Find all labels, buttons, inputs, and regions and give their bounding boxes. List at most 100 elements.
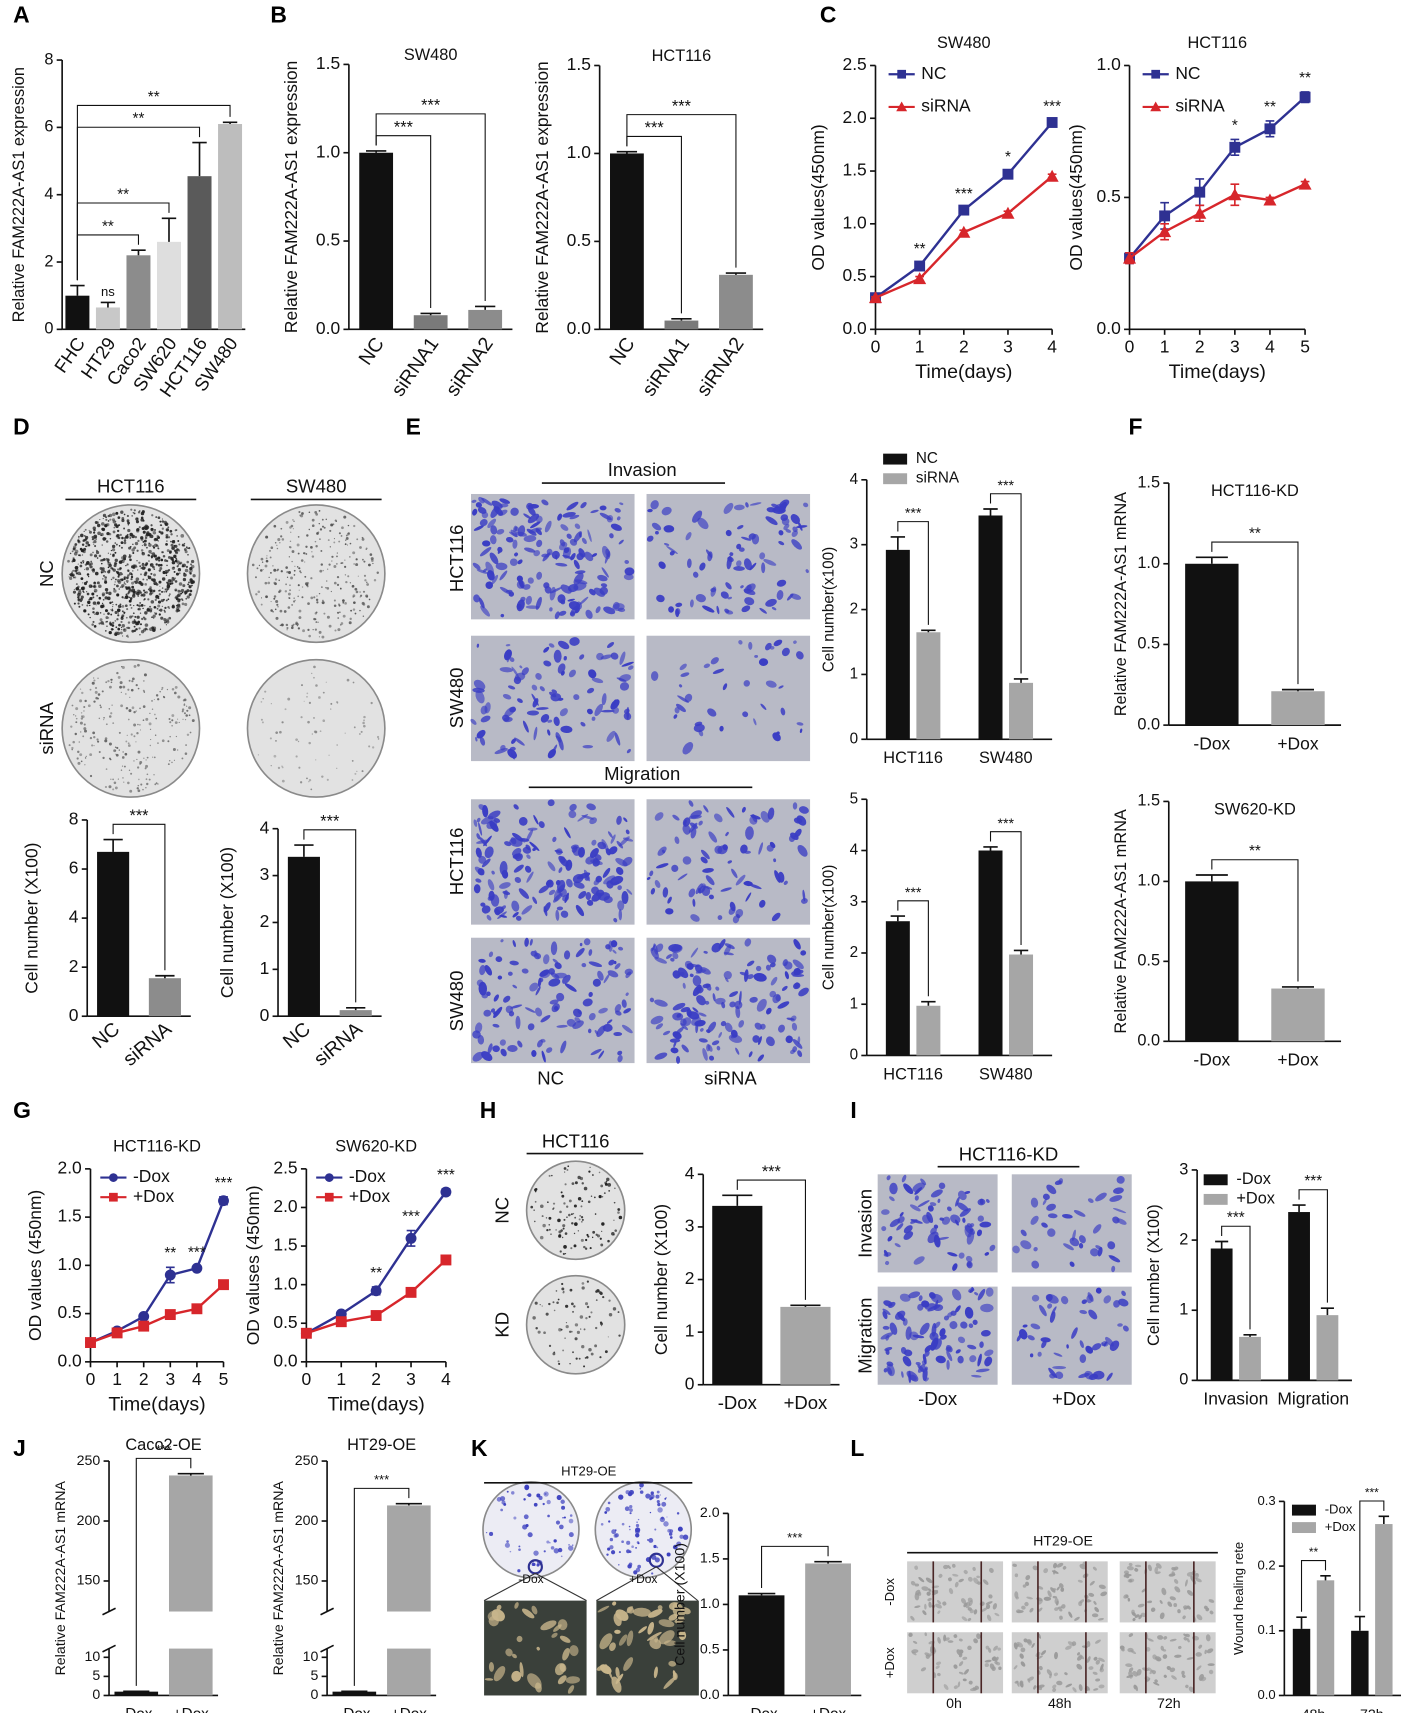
bar — [916, 1005, 941, 1056]
texture — [919, 1322, 930, 1335]
texture — [552, 836, 557, 843]
texture — [306, 692, 309, 695]
texture — [544, 520, 552, 533]
texture — [133, 580, 136, 583]
texture — [676, 703, 686, 713]
texture — [972, 1566, 976, 1571]
y-tick-label: 0 — [310, 1687, 318, 1703]
texture — [492, 1045, 500, 1053]
texture — [682, 817, 691, 827]
texture — [1088, 1592, 1095, 1597]
texture — [333, 538, 335, 540]
texture — [636, 1531, 638, 1533]
marker — [111, 1327, 123, 1339]
y-tick-label: 150 — [295, 1573, 319, 1589]
texture — [595, 1233, 598, 1236]
texture — [106, 596, 111, 601]
micrograph — [1011, 1174, 1132, 1273]
texture — [608, 1313, 613, 1317]
texture — [626, 1540, 631, 1545]
texture — [979, 1221, 992, 1228]
texture — [543, 660, 552, 667]
texture — [626, 748, 631, 754]
texture — [487, 1043, 493, 1054]
texture — [515, 915, 522, 921]
texture — [946, 1359, 950, 1370]
texture — [993, 1656, 998, 1662]
texture — [158, 597, 160, 600]
texture — [654, 1528, 657, 1531]
texture — [268, 576, 270, 578]
error-bar — [1243, 1333, 1257, 1337]
texture — [75, 707, 79, 711]
texture — [1185, 1684, 1189, 1689]
texture — [661, 1501, 667, 1507]
texture — [675, 602, 683, 608]
texture — [1047, 1213, 1058, 1219]
texture — [1074, 1616, 1080, 1621]
significance-label: *** — [905, 885, 922, 901]
texture — [591, 839, 597, 846]
texture — [1154, 1566, 1159, 1574]
significance-label: ** — [117, 186, 129, 203]
texture — [108, 591, 112, 596]
texture — [509, 657, 515, 662]
texture — [124, 752, 128, 756]
texture — [71, 560, 74, 563]
texture — [181, 544, 184, 547]
texture — [682, 742, 694, 755]
texture — [477, 1035, 485, 1045]
texture — [744, 583, 756, 594]
texture — [317, 621, 319, 623]
texture — [654, 812, 664, 821]
texture — [154, 538, 157, 541]
texture — [174, 529, 177, 532]
texture — [301, 684, 303, 687]
y-tick-label: 4 — [69, 907, 79, 927]
texture — [188, 593, 192, 597]
texture — [1066, 1344, 1069, 1349]
texture — [1132, 1670, 1138, 1677]
texture — [1125, 1594, 1129, 1599]
texture — [274, 541, 277, 544]
significance-label: *** — [1227, 1210, 1245, 1227]
image-label: -Dox — [518, 1572, 543, 1586]
texture — [598, 1171, 601, 1174]
texture — [883, 1249, 889, 1257]
texture — [276, 547, 279, 550]
texture — [570, 1330, 573, 1333]
texture — [1014, 1591, 1019, 1599]
texture — [287, 592, 291, 596]
texture — [157, 600, 162, 604]
texture — [110, 609, 112, 611]
texture — [492, 1023, 500, 1028]
texture — [322, 599, 324, 602]
texture — [986, 1199, 990, 1203]
texture — [539, 1235, 544, 1240]
texture — [653, 943, 658, 955]
texture — [702, 1047, 708, 1061]
texture — [132, 570, 134, 572]
texture — [881, 1226, 887, 1232]
texture — [338, 611, 341, 614]
texture — [353, 563, 355, 565]
texture — [78, 554, 81, 557]
texture — [776, 579, 787, 587]
error-bar — [890, 915, 906, 922]
bracket — [989, 831, 1022, 945]
texture — [128, 599, 132, 603]
texture — [190, 559, 195, 564]
y-tick-label: 0 — [850, 1047, 858, 1064]
texture — [487, 895, 494, 901]
bar — [610, 153, 644, 330]
texture — [1079, 1599, 1085, 1604]
texture — [295, 738, 298, 742]
texture — [977, 1353, 982, 1367]
texture — [164, 620, 167, 624]
texture — [1098, 1657, 1105, 1662]
y-tick-label: 0 — [260, 1005, 270, 1025]
texture — [94, 591, 96, 593]
texture — [647, 1539, 649, 1541]
texture — [281, 766, 284, 769]
texture — [524, 1007, 536, 1013]
